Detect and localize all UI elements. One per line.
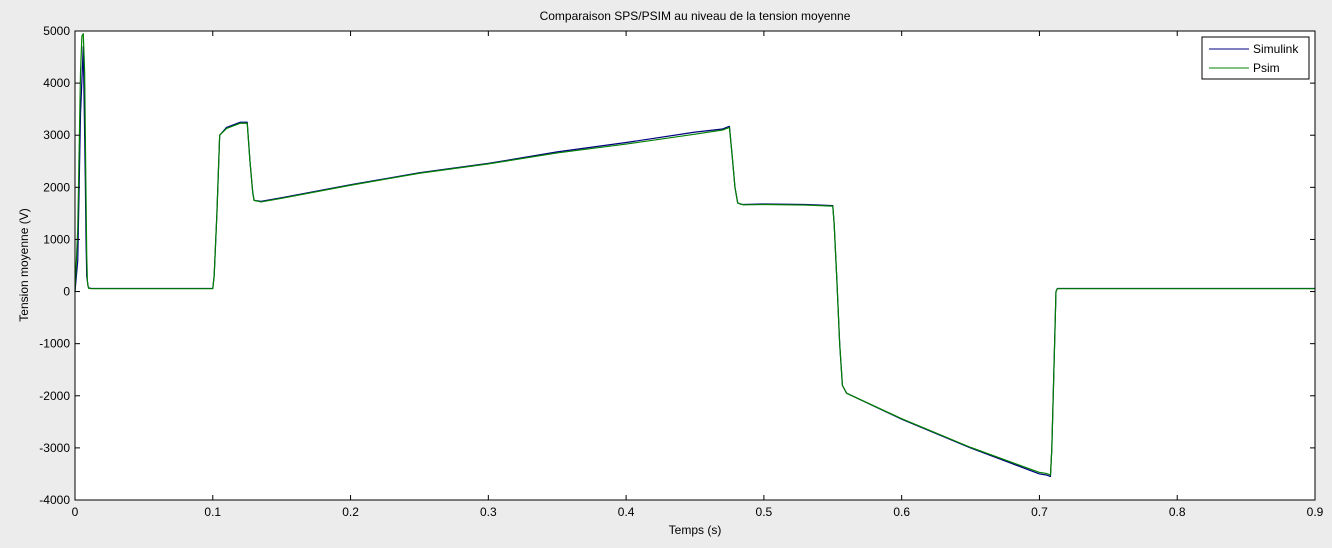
y-axis-label: Tension moyenne (V) [17, 208, 31, 321]
x-tick-label: 0.5 [756, 505, 773, 519]
series-layer [74, 33, 1315, 478]
x-tick-label: 0.4 [618, 505, 635, 519]
legend-box [1201, 36, 1310, 80]
y-tick-label: 2000 [43, 180, 70, 194]
y-tick-label: 5000 [43, 24, 70, 38]
x-tick-label: 0.1 [204, 505, 221, 519]
x-tick-label: 0.9 [1307, 505, 1324, 519]
y-tick-label: 4000 [43, 76, 70, 90]
y-tick-label: -2000 [39, 389, 70, 403]
x-tick-label: 0.2 [342, 505, 359, 519]
x-tick-label: 0.6 [893, 505, 910, 519]
y-tick-label: -3000 [39, 441, 70, 455]
x-tick-label: 0.8 [1169, 505, 1186, 519]
y-tick-label: 1000 [43, 232, 70, 246]
legend-label-psim: Psim [1253, 61, 1280, 75]
y-tick-label: 0 [63, 285, 70, 299]
y-tick-label: -4000 [39, 493, 70, 507]
plot-frame [74, 30, 1316, 501]
y-tick-label: -1000 [39, 337, 70, 351]
legend: Simulink Psim [1201, 36, 1310, 80]
series-line-psim [74, 33, 1315, 476]
x-tick-label: 0 [72, 505, 79, 519]
plot-area [75, 31, 1315, 500]
legend-label-simulink: Simulink [1253, 42, 1299, 56]
x-tick-label: 0.3 [480, 505, 497, 519]
y-tick-label: 3000 [43, 128, 70, 142]
ticks-layer: 0 0.1 0.2 0.3 0.4 0.5 0.6 0.7 0.8 0.9 -4000 -3000 -2… [39, 24, 1323, 519]
chart-title: Comparaison SPS/PSIM au niveau de la ten… [540, 9, 851, 23]
x-tick-label: 0.7 [1031, 505, 1048, 519]
x-axis-label: Temps (s) [669, 523, 722, 537]
